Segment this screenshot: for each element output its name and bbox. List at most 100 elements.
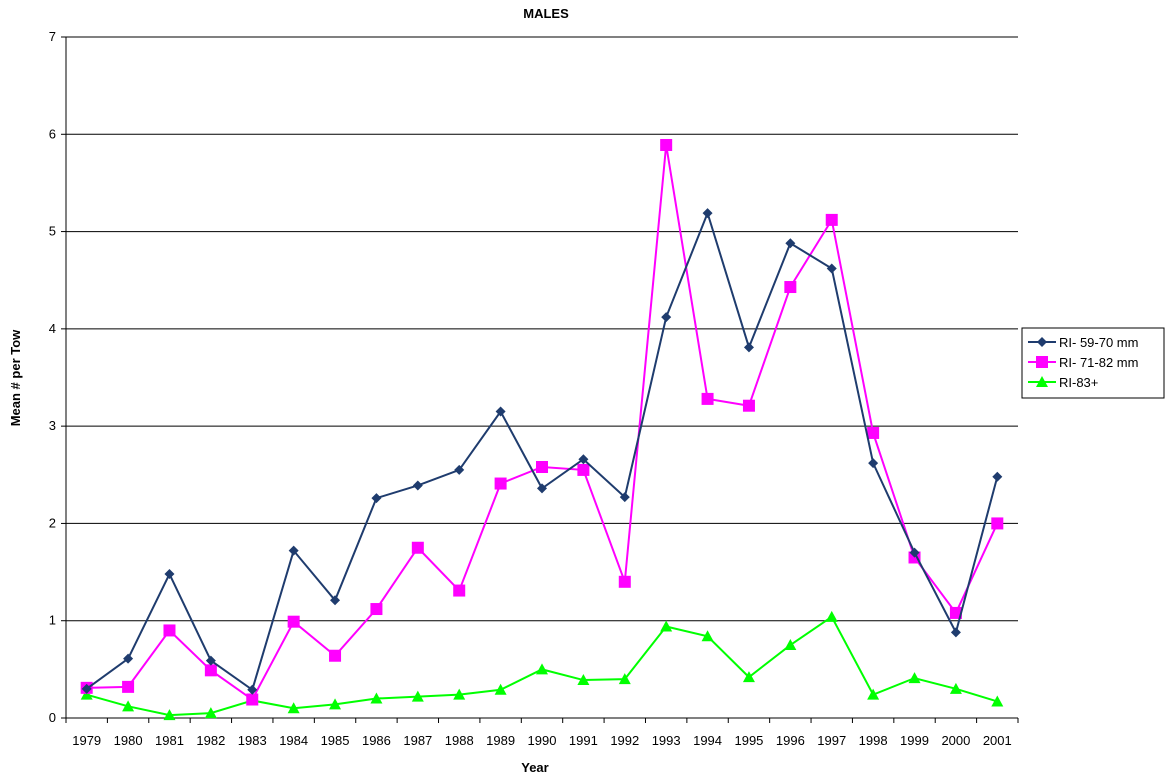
legend-label-3: RI-83+ — [1059, 375, 1098, 390]
data-point-3-1987 — [411, 690, 424, 702]
x-tick-label-1991: 1991 — [569, 733, 598, 748]
data-point-2-2000 — [949, 606, 962, 619]
data-point-2-1993 — [660, 138, 673, 151]
data-point-2-1985 — [329, 649, 342, 662]
data-point-1-1989 — [495, 406, 506, 417]
data-point-3-1992 — [618, 673, 631, 685]
data-point-2-1997 — [825, 213, 838, 226]
data-point-3-1995 — [742, 671, 755, 683]
x-tick-label-1993: 1993 — [652, 733, 681, 748]
data-point-1-1992 — [619, 492, 630, 503]
series-2 — [80, 138, 1004, 706]
x-tick-label-1983: 1983 — [238, 733, 267, 748]
x-tick-label-1996: 1996 — [776, 733, 805, 748]
data-point-2-2001 — [991, 517, 1004, 530]
data-point-3-1989 — [494, 683, 507, 695]
data-point-3-1990 — [536, 663, 548, 675]
y-tick-label-3: 3 — [49, 418, 56, 433]
legend-label-1: RI- 59-70 mm — [1059, 335, 1138, 350]
data-point-1-1996 — [785, 238, 796, 249]
data-point-2-1984 — [287, 615, 300, 628]
data-point-1-1987 — [412, 480, 423, 491]
data-point-2-1987 — [411, 541, 424, 554]
data-point-1-1999 — [909, 547, 920, 558]
data-point-2-1990 — [536, 461, 548, 474]
y-tick-label-7: 7 — [49, 29, 56, 44]
data-point-3-1982 — [204, 707, 217, 719]
x-tick-label-1985: 1985 — [321, 733, 350, 748]
x-tick-label-1997: 1997 — [817, 733, 846, 748]
data-point-3-1998 — [867, 688, 880, 700]
data-point-1-1991 — [578, 454, 589, 465]
data-point-3-1996 — [784, 639, 797, 651]
legend-marker-2 — [1036, 356, 1048, 368]
data-point-3-1988 — [453, 688, 466, 700]
y-tick-label-0: 0 — [49, 710, 56, 725]
data-point-2-1983 — [246, 693, 259, 706]
data-point-1-2001 — [992, 471, 1003, 482]
data-point-2-1980 — [122, 680, 135, 693]
x-tick-label-1980: 1980 — [114, 733, 143, 748]
data-point-3-1997 — [825, 610, 838, 622]
x-tick-label-2000: 2000 — [941, 733, 970, 748]
legend-marker-3 — [1036, 376, 1048, 387]
data-point-1-1998 — [868, 458, 879, 469]
x-tick-label-1994: 1994 — [693, 733, 722, 748]
x-tick-label-1982: 1982 — [196, 733, 225, 748]
data-point-2-1989 — [494, 477, 507, 490]
x-tick-label-1987: 1987 — [403, 733, 432, 748]
data-point-1-1980 — [123, 653, 134, 664]
data-point-3-1980 — [122, 700, 135, 712]
data-point-3-1981 — [163, 709, 176, 721]
data-point-3-1993 — [660, 620, 673, 632]
data-point-3-1984 — [287, 702, 300, 714]
data-point-3-1985 — [329, 698, 342, 710]
data-point-1-1990 — [537, 483, 547, 494]
y-tick-label-1: 1 — [49, 613, 56, 628]
x-tick-label-1989: 1989 — [486, 733, 515, 748]
data-point-2-1996 — [784, 281, 797, 294]
x-tick-label-2001: 2001 — [983, 733, 1012, 748]
y-tick-label-6: 6 — [49, 126, 56, 141]
y-tick-label-4: 4 — [49, 321, 56, 336]
data-point-1-1997 — [826, 263, 837, 274]
x-tick-labels: 1979 1980 1981 1982 1983 1984 1985 1986 1987 1988… — [72, 733, 1012, 748]
data-point-2-1988 — [453, 584, 466, 597]
x-tick-label-1992: 1992 — [610, 733, 639, 748]
data-point-2-1995 — [742, 399, 755, 412]
y-tick-label-2: 2 — [49, 515, 56, 530]
data-point-1-1986 — [371, 493, 382, 504]
series-1 — [81, 208, 1003, 695]
data-point-1-1983 — [247, 684, 258, 695]
data-point-1-1988 — [454, 464, 465, 475]
legend: RI- 59-70 mm RI- 71-82 mm RI-83+ — [1021, 327, 1165, 399]
data-point-1-1985 — [330, 595, 341, 606]
y-axis-title: Mean # per Tow — [8, 329, 23, 426]
data-point-2-1998 — [867, 426, 880, 439]
data-point-3-1986 — [370, 692, 383, 704]
data-point-3-1979 — [80, 688, 93, 700]
x-tick-label-1979: 1979 — [72, 733, 101, 748]
data-point-2-1982 — [204, 664, 217, 677]
axes — [61, 36, 1019, 723]
x-tick-label-1988: 1988 — [445, 733, 474, 748]
gridlines — [66, 36, 1018, 622]
data-point-1-1979 — [81, 683, 92, 694]
y-tick-label-5: 5 — [49, 224, 56, 239]
data-point-3-1999 — [908, 672, 921, 684]
series-line-1 — [86, 210, 999, 692]
data-point-3-1991 — [577, 674, 590, 686]
series-group — [80, 138, 1004, 721]
data-point-1-1984 — [288, 545, 299, 556]
data-point-2-1992 — [618, 575, 631, 588]
x-tick-label-1986: 1986 — [362, 733, 391, 748]
legend-label-2: RI- 71-82 mm — [1059, 355, 1138, 370]
data-point-2-1991 — [577, 463, 590, 476]
data-point-1-2000 — [950, 627, 961, 638]
chart-title: MALES — [523, 6, 569, 21]
data-point-1-1995 — [743, 342, 754, 353]
x-tick-label-1999: 1999 — [900, 733, 929, 748]
data-point-1-1982 — [205, 655, 216, 666]
data-point-3-2000 — [949, 682, 962, 694]
